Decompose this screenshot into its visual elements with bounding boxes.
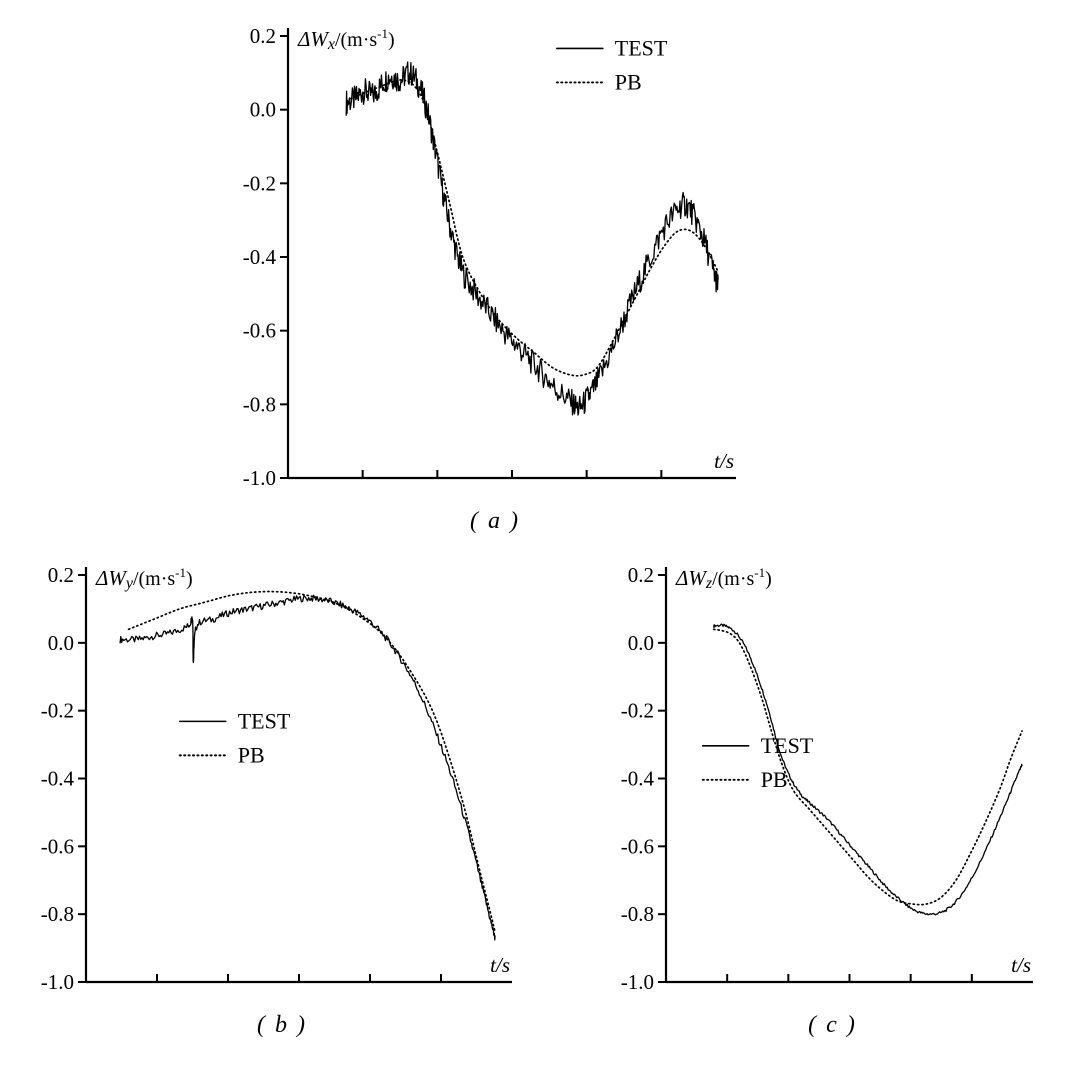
chart-c-caption: ( c ) [808, 1012, 857, 1038]
svg-text:-0.6: -0.6 [243, 319, 276, 343]
svg-text:ΔWz/(m·s-1): ΔWz/(m·s-1) [675, 565, 772, 592]
chart-a-caption: ( a ) [470, 508, 520, 534]
svg-text:PB: PB [761, 767, 788, 792]
svg-text:-0.6: -0.6 [41, 834, 74, 858]
svg-text:PB: PB [238, 742, 265, 767]
chart-a-plot: 0.2 0.0 -0.2 -0.4 -0.6 -0.8 -1.0 t/s ΔWx/(m·s-1)… [243, 24, 736, 490]
chart-c-plot: 0.2 0.0 -0.2 -0.4 -0.6 -0.8 -1.0 t/s ΔWz/(m·s-1)… [621, 563, 1033, 994]
svg-text:-0.8: -0.8 [621, 902, 654, 926]
svg-text:-1.0: -1.0 [41, 970, 74, 994]
svg-text:-0.2: -0.2 [41, 699, 74, 723]
svg-text:0.0: 0.0 [250, 98, 276, 122]
svg-text:0.2: 0.2 [628, 563, 654, 587]
svg-text:TEST: TEST [615, 35, 668, 60]
svg-text:t/s: t/s [490, 953, 510, 977]
svg-text:-0.4: -0.4 [621, 767, 655, 791]
svg-text:ΔWx/(m·s-1): ΔWx/(m·s-1) [297, 26, 395, 53]
chart-panel-b: 0.2 0.0 -0.2 -0.4 -0.6 -0.8 -1.0 t/s ΔWy/(m·s-1)… [8, 545, 556, 1039]
svg-text:-0.4: -0.4 [41, 767, 75, 791]
svg-text:TEST: TEST [761, 733, 814, 758]
svg-text:t/s: t/s [714, 449, 734, 473]
svg-text:0.0: 0.0 [628, 631, 654, 655]
svg-text:-0.2: -0.2 [621, 699, 654, 723]
svg-text:0.2: 0.2 [48, 563, 74, 587]
svg-text:0.2: 0.2 [250, 24, 276, 48]
svg-text:t/s: t/s [1011, 953, 1031, 977]
svg-text:-0.8: -0.8 [41, 902, 74, 926]
svg-text:-0.4: -0.4 [243, 245, 277, 269]
svg-text:PB: PB [615, 69, 642, 94]
chart-b-caption: ( b ) [257, 1012, 307, 1038]
svg-text:ΔWy/(m·s-1): ΔWy/(m·s-1) [95, 565, 193, 592]
svg-text:-0.8: -0.8 [243, 392, 276, 416]
chart-b-plot: 0.2 0.0 -0.2 -0.4 -0.6 -0.8 -1.0 t/s ΔWy/(m·s-1)… [41, 563, 512, 994]
chart-panel-a: 0.2 0.0 -0.2 -0.4 -0.6 -0.8 -1.0 t/s ΔWx/(m·s-1)… [210, 6, 780, 535]
svg-text:-1.0: -1.0 [243, 466, 276, 490]
chart-panel-c: 0.2 0.0 -0.2 -0.4 -0.6 -0.8 -1.0 t/s ΔWz/(m·s-1)… [588, 545, 1077, 1039]
svg-text:-1.0: -1.0 [621, 970, 654, 994]
svg-text:-0.2: -0.2 [243, 171, 276, 195]
svg-text:TEST: TEST [238, 708, 291, 733]
svg-text:-0.6: -0.6 [621, 834, 654, 858]
svg-text:0.0: 0.0 [48, 631, 74, 655]
